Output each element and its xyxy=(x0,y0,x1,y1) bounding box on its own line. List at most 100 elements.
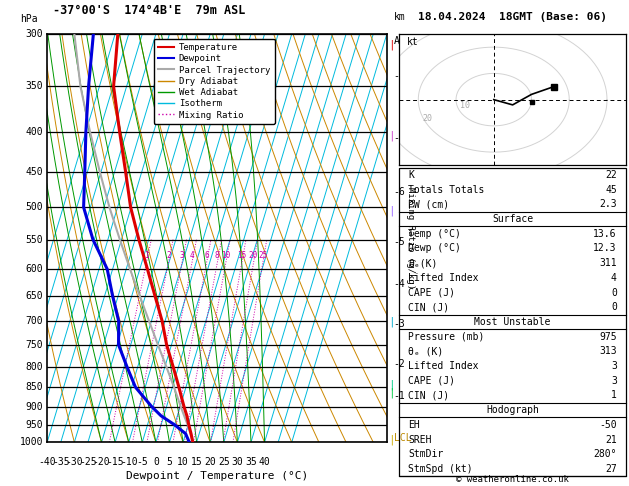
Text: 35: 35 xyxy=(245,456,257,467)
Text: 2.3: 2.3 xyxy=(599,199,617,209)
Text: Most Unstable: Most Unstable xyxy=(474,317,551,327)
Text: 0: 0 xyxy=(153,456,159,467)
Text: CIN (J): CIN (J) xyxy=(408,390,450,400)
Text: -5: -5 xyxy=(394,237,405,247)
Text: 280°: 280° xyxy=(593,449,617,459)
Text: Mixing Ratio (g/kg): Mixing Ratio (g/kg) xyxy=(406,187,415,289)
Text: 3: 3 xyxy=(611,376,617,386)
Text: LCL: LCL xyxy=(394,433,411,443)
Text: 45: 45 xyxy=(605,185,617,195)
Text: 650: 650 xyxy=(25,291,43,301)
Text: 2: 2 xyxy=(166,251,170,260)
Text: 15: 15 xyxy=(191,456,203,467)
Text: Hodograph: Hodograph xyxy=(486,405,539,415)
Text: 30: 30 xyxy=(231,456,243,467)
Text: |: | xyxy=(389,434,395,445)
Text: 4: 4 xyxy=(189,251,194,260)
Text: 950: 950 xyxy=(25,420,43,430)
Text: 750: 750 xyxy=(25,340,43,350)
Text: 350: 350 xyxy=(25,81,43,91)
Text: |: | xyxy=(389,131,395,141)
Text: |: | xyxy=(389,380,395,390)
Text: 1000: 1000 xyxy=(19,437,43,447)
Text: SREH: SREH xyxy=(408,434,432,445)
Text: 900: 900 xyxy=(25,401,43,412)
Text: 10: 10 xyxy=(460,101,470,109)
Text: 12.3: 12.3 xyxy=(593,243,617,254)
Text: CIN (J): CIN (J) xyxy=(408,302,450,312)
Text: θₑ (K): θₑ (K) xyxy=(408,347,443,356)
Text: 1: 1 xyxy=(144,251,148,260)
Text: 450: 450 xyxy=(25,167,43,176)
Text: Dewp (°C): Dewp (°C) xyxy=(408,243,461,254)
Text: StmDir: StmDir xyxy=(408,449,443,459)
Text: CAPE (J): CAPE (J) xyxy=(408,376,455,386)
Text: -6: -6 xyxy=(394,187,405,197)
Text: Surface: Surface xyxy=(492,214,533,224)
Text: km: km xyxy=(394,12,405,22)
Legend: Temperature, Dewpoint, Parcel Trajectory, Dry Adiabat, Wet Adiabat, Isotherm, Mi: Temperature, Dewpoint, Parcel Trajectory… xyxy=(153,38,275,124)
Text: Pressure (mb): Pressure (mb) xyxy=(408,331,485,342)
Text: -1: -1 xyxy=(394,391,405,401)
Text: 700: 700 xyxy=(25,316,43,326)
Text: 40: 40 xyxy=(259,456,270,467)
Text: -3: -3 xyxy=(394,319,405,329)
Text: CAPE (J): CAPE (J) xyxy=(408,288,455,297)
Text: 400: 400 xyxy=(25,126,43,137)
Text: 8: 8 xyxy=(215,251,220,260)
Text: StmSpd (kt): StmSpd (kt) xyxy=(408,464,473,474)
Text: Totals Totals: Totals Totals xyxy=(408,185,485,195)
Text: 25: 25 xyxy=(218,456,230,467)
Text: kt: kt xyxy=(407,36,419,47)
Text: 975: 975 xyxy=(599,331,617,342)
Text: -30: -30 xyxy=(65,456,83,467)
Text: Temp (°C): Temp (°C) xyxy=(408,229,461,239)
Text: Dewpoint / Temperature (°C): Dewpoint / Temperature (°C) xyxy=(126,471,308,481)
Text: 10: 10 xyxy=(221,251,230,260)
Text: -7: -7 xyxy=(394,133,405,143)
Text: hPa: hPa xyxy=(19,14,37,24)
Text: -20: -20 xyxy=(92,456,110,467)
Text: 300: 300 xyxy=(25,29,43,39)
Text: 21: 21 xyxy=(605,434,617,445)
Text: 4: 4 xyxy=(611,273,617,283)
Text: 311: 311 xyxy=(599,258,617,268)
Text: |: | xyxy=(389,316,395,327)
Text: 22: 22 xyxy=(605,170,617,180)
Text: -4: -4 xyxy=(394,279,405,289)
Text: -40: -40 xyxy=(38,456,56,467)
Text: 800: 800 xyxy=(25,362,43,372)
Text: EH: EH xyxy=(408,420,420,430)
Text: -37°00'S  174°4B'E  79m ASL: -37°00'S 174°4B'E 79m ASL xyxy=(53,4,246,17)
Text: Lifted Index: Lifted Index xyxy=(408,273,479,283)
Text: |: | xyxy=(389,206,395,216)
Text: 10: 10 xyxy=(177,456,189,467)
Text: 27: 27 xyxy=(605,464,617,474)
Text: -2: -2 xyxy=(394,360,405,369)
Text: 1: 1 xyxy=(611,390,617,400)
Text: 5: 5 xyxy=(167,456,172,467)
Text: 20: 20 xyxy=(249,251,258,260)
Text: ASL: ASL xyxy=(394,36,411,46)
Text: |: | xyxy=(389,388,395,399)
Text: -25: -25 xyxy=(79,456,97,467)
Text: -10: -10 xyxy=(120,456,138,467)
Text: 3: 3 xyxy=(611,361,617,371)
Text: |: | xyxy=(389,40,395,51)
Text: © weatheronline.co.uk: © weatheronline.co.uk xyxy=(456,474,569,484)
Text: -15: -15 xyxy=(106,456,124,467)
Text: 500: 500 xyxy=(25,202,43,212)
Text: PW (cm): PW (cm) xyxy=(408,199,450,209)
Text: 25: 25 xyxy=(258,251,267,260)
Text: 20: 20 xyxy=(204,456,216,467)
Text: -8: -8 xyxy=(394,71,405,82)
Text: K: K xyxy=(408,170,415,180)
Text: 20: 20 xyxy=(422,114,432,122)
Text: 550: 550 xyxy=(25,235,43,244)
Text: 850: 850 xyxy=(25,382,43,392)
Text: 0: 0 xyxy=(611,302,617,312)
Text: 3: 3 xyxy=(179,251,184,260)
Text: Lifted Index: Lifted Index xyxy=(408,361,479,371)
Text: 13.6: 13.6 xyxy=(593,229,617,239)
Text: -5: -5 xyxy=(136,456,148,467)
